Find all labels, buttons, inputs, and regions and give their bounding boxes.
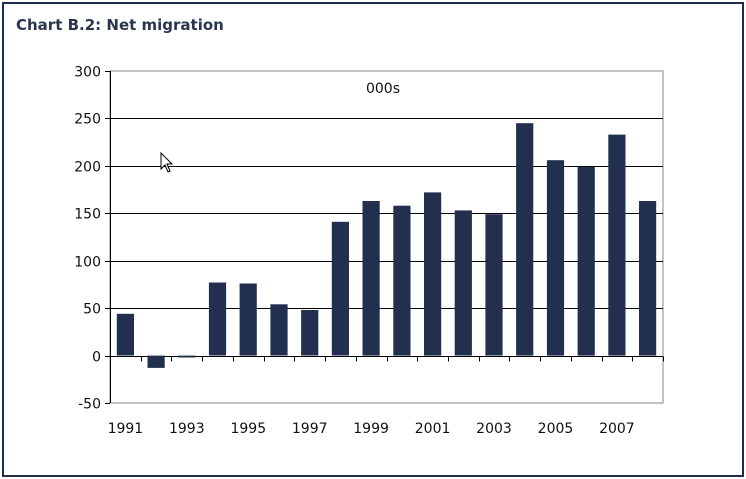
bar-1992 — [147, 355, 165, 368]
bar-2007 — [608, 134, 626, 356]
unit-label: 000s — [366, 81, 400, 97]
label-layer: -50 0 50 100 150 200 250 300 1991 1993 1995 1997 199… — [74, 65, 634, 438]
x-tick-label: 1991 — [108, 421, 144, 437]
bar-2004 — [516, 123, 534, 356]
x-tick-label: 1995 — [230, 421, 266, 437]
y-tick-label: -50 — [78, 397, 101, 413]
chart-title: Chart B.2: Net migration — [16, 16, 224, 34]
y-tick-label: 150 — [74, 207, 101, 223]
bar-1997 — [301, 310, 319, 356]
x-tick-label: 2003 — [476, 421, 512, 437]
y-tick-label: 0 — [92, 350, 101, 366]
x-tick-label: 1999 — [353, 421, 389, 437]
y-tick-label: 100 — [74, 255, 101, 271]
bar-2002 — [454, 210, 472, 356]
bar-2005 — [546, 160, 565, 356]
x-tick-label: 2005 — [538, 421, 574, 437]
bar-2000 — [393, 205, 411, 356]
bar-1996 — [270, 304, 288, 356]
mouse-pointer-icon — [160, 152, 174, 173]
x-tick-label: 1993 — [169, 421, 205, 437]
bar-2008 — [639, 201, 657, 356]
bar-2003 — [485, 214, 503, 356]
bar-layer — [116, 123, 657, 368]
y-tick-label: 200 — [74, 160, 101, 176]
bar-1998 — [331, 221, 349, 356]
y-tick-label: 50 — [83, 302, 101, 318]
bar-2001 — [424, 192, 442, 356]
x-tick-label: 2007 — [599, 421, 635, 437]
axis-layer — [105, 71, 664, 404]
bar-1994 — [208, 282, 227, 356]
x-tick-label: 2001 — [415, 421, 451, 437]
y-tick-label: 300 — [74, 65, 101, 81]
bar-1999 — [362, 201, 380, 356]
bar-1993 — [178, 355, 196, 358]
bar-1995 — [239, 283, 257, 356]
bar-1991 — [116, 313, 134, 356]
x-tick-label: 1997 — [292, 421, 328, 437]
y-tick-label: 250 — [74, 112, 101, 128]
bar-2006 — [577, 166, 595, 356]
